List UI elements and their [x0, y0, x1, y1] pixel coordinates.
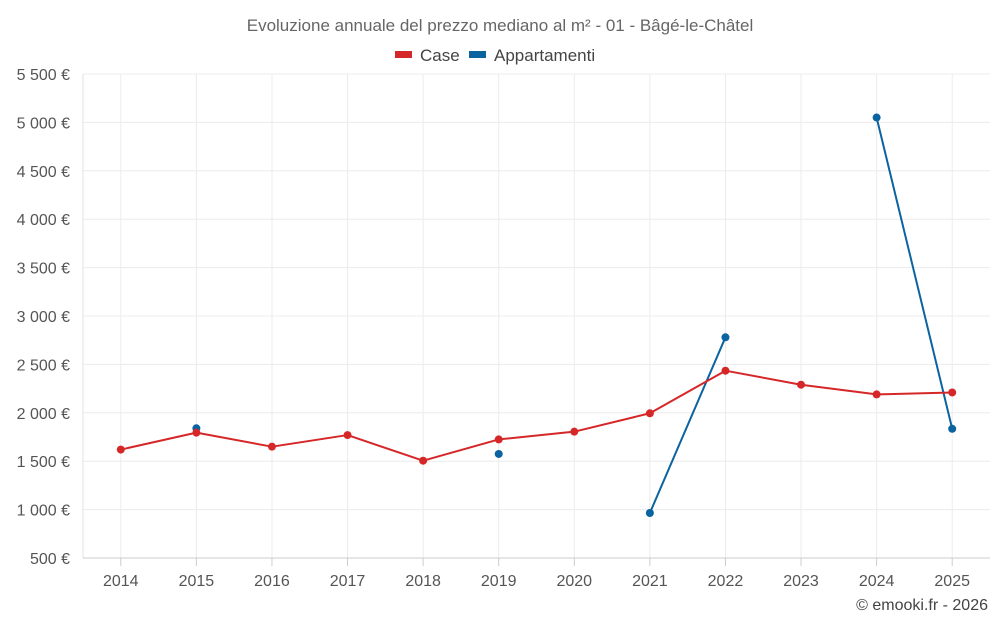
x-tick-label: 2015 — [179, 573, 215, 590]
legend: Case Appartamenti — [395, 46, 595, 65]
data-point-case[interactable] — [494, 435, 503, 444]
y-axis: 500 € 1 000 € 1 500 € 2 000 € 2 500 € 3 000 €… — [17, 67, 84, 568]
y-tick-label: 4 500 € — [17, 164, 70, 181]
legend-label-appartamenti: Appartamenti — [494, 46, 595, 65]
series-line-appartamenti — [648, 336, 727, 514]
x-tick-label: 2022 — [708, 573, 744, 590]
x-tick-label: 2018 — [405, 573, 441, 590]
data-point-case[interactable] — [797, 380, 806, 389]
grid — [83, 73, 990, 559]
data-point-case[interactable] — [948, 388, 957, 397]
y-tick-label: 1 500 € — [17, 454, 70, 471]
data-point-case[interactable] — [343, 431, 352, 440]
data-point-case[interactable] — [267, 442, 276, 451]
y-tick-label: 2 000 € — [17, 406, 70, 423]
x-tick-label: 2020 — [556, 573, 592, 590]
y-tick-label: 5 000 € — [17, 115, 70, 132]
y-tick-label: 3 500 € — [17, 261, 70, 278]
x-axis: 2014 2015 2016 2017 2018 2019 2020 2021 2022 2023… — [83, 557, 990, 590]
series-line-case — [119, 369, 954, 462]
data-point-case[interactable] — [116, 445, 125, 454]
y-tick-label: 5 500 € — [17, 67, 70, 84]
legend-swatch-case — [395, 51, 412, 58]
data-point-case[interactable] — [570, 427, 579, 436]
chart-title: Evoluzione annuale del prezzo mediano al… — [247, 16, 754, 35]
data-point-appartamenti[interactable] — [645, 508, 654, 517]
series-case — [116, 366, 957, 465]
series-appartamenti — [192, 113, 957, 517]
y-tick-label: 3 000 € — [17, 309, 70, 326]
x-tick-label: 2017 — [330, 573, 366, 590]
data-point-case[interactable] — [721, 366, 730, 375]
data-point-appartamenti[interactable] — [872, 113, 881, 122]
x-tick-label: 2023 — [783, 573, 819, 590]
x-tick-label: 2014 — [103, 573, 139, 590]
y-tick-label: 1 000 € — [17, 503, 70, 520]
series-layer — [116, 113, 957, 517]
y-tick-label: 2 500 € — [17, 357, 70, 374]
y-tick-label: 4 000 € — [17, 212, 70, 229]
legend-label-case: Case — [420, 46, 460, 65]
legend-item-case[interactable]: Case — [395, 46, 460, 65]
y-tick-label: 500 € — [30, 551, 70, 568]
data-point-case[interactable] — [872, 390, 881, 399]
legend-item-appartamenti[interactable]: Appartamenti — [469, 46, 595, 65]
series-line-appartamenti — [875, 116, 954, 430]
credit-text: © emooki.fr - 2026 — [856, 597, 988, 614]
x-tick-label: 2025 — [934, 573, 970, 590]
data-point-appartamenti[interactable] — [494, 449, 503, 458]
data-point-appartamenti[interactable] — [948, 424, 957, 433]
x-tick-label: 2021 — [632, 573, 668, 590]
x-tick-label: 2019 — [481, 573, 517, 590]
legend-swatch-appartamenti — [469, 51, 486, 58]
data-point-case[interactable] — [192, 428, 201, 437]
x-tick-label: 2024 — [859, 573, 895, 590]
data-point-case[interactable] — [645, 409, 654, 418]
data-point-case[interactable] — [419, 456, 428, 465]
data-point-appartamenti[interactable] — [721, 333, 730, 342]
x-tick-label: 2016 — [254, 573, 290, 590]
